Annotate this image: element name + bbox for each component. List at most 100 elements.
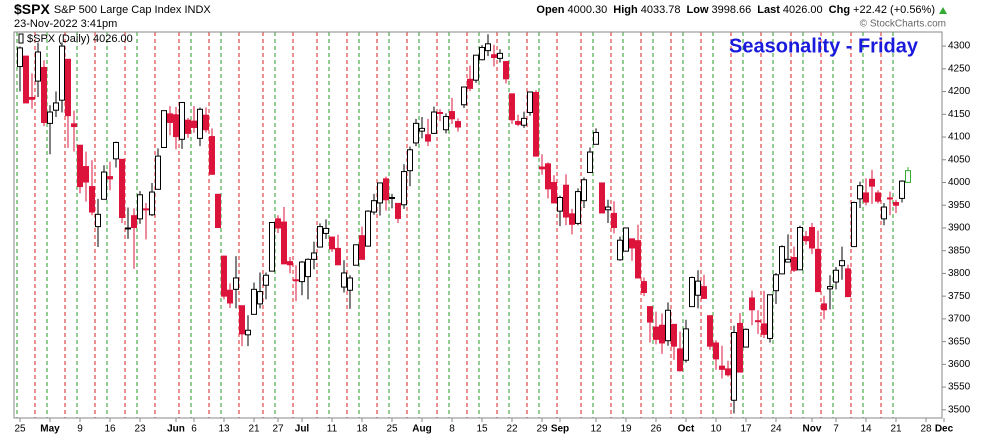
candle-body	[233, 277, 239, 290]
candle-body	[311, 252, 317, 260]
candle-body	[431, 111, 437, 134]
y-tick-label: 3900	[948, 223, 971, 234]
open: 4000.30	[568, 4, 608, 16]
x-tick-label: Sep	[551, 424, 569, 435]
candle-body	[647, 306, 653, 323]
candle-body	[341, 272, 347, 288]
candle-body	[905, 170, 911, 183]
candle-body	[317, 226, 323, 248]
candle-body	[185, 119, 191, 134]
candle-body	[761, 323, 767, 335]
x-tick-label: May	[40, 424, 60, 435]
candle-body	[125, 227, 131, 230]
timestamp: 23-Nov-2022 3:41pm	[14, 18, 117, 30]
candle-body	[587, 151, 593, 173]
candle-body	[689, 277, 695, 308]
last: 4026.00	[783, 4, 823, 16]
symbol-name: S&P 500 Large Cap Index INDX	[54, 4, 212, 16]
candle-body	[887, 197, 893, 200]
candle-body	[437, 111, 443, 114]
candle-body	[227, 289, 233, 304]
candle-body	[539, 166, 545, 170]
candle-body	[593, 131, 599, 145]
candle-body	[449, 111, 455, 120]
y-tick-label: 3650	[948, 336, 971, 347]
x-tick-label: 14	[860, 424, 872, 435]
candle-body	[491, 54, 497, 58]
candle-body	[767, 294, 773, 339]
candle-body	[797, 227, 803, 271]
candle-body	[353, 244, 359, 266]
x-tick-label: 25	[386, 424, 398, 435]
candle-body	[791, 257, 797, 271]
candle-body	[323, 227, 329, 234]
candle-body	[173, 114, 179, 138]
candle-body	[407, 149, 413, 172]
candle-body	[713, 342, 719, 360]
open-label: Open	[536, 4, 564, 16]
y-tick-label: 3750	[948, 291, 971, 302]
candle-body	[419, 127, 425, 132]
candle-body	[401, 171, 407, 206]
candle-body	[755, 320, 761, 323]
x-tick-label: 23	[134, 424, 146, 435]
candle-body	[107, 176, 113, 180]
candle-body	[863, 192, 869, 203]
candle-body	[665, 309, 671, 342]
x-tick-label: 15	[476, 424, 488, 435]
candle-body	[137, 194, 143, 220]
candle-body	[71, 123, 77, 128]
candle-body	[377, 182, 383, 204]
candle-body	[365, 210, 371, 247]
y-tick-label: 3550	[948, 382, 971, 393]
candle-body	[743, 328, 749, 348]
y-tick-label: 4250	[948, 63, 971, 74]
candle-body	[83, 166, 89, 183]
candle-body	[563, 184, 569, 218]
x-tick-label: Jul	[295, 424, 310, 435]
candle-body	[851, 201, 857, 248]
x-tick-label: 21	[890, 424, 902, 435]
chg: +22.42 (+0.56%)	[853, 4, 935, 16]
candle-body	[509, 93, 515, 121]
candle-body	[869, 178, 875, 187]
candle-body	[149, 191, 155, 216]
candle-body	[191, 120, 197, 128]
candle-body	[515, 121, 521, 125]
candle-body	[389, 196, 395, 199]
candle-body	[443, 116, 449, 131]
candle-body	[521, 117, 527, 126]
candle-body	[425, 134, 431, 142]
x-tick-label: 22	[506, 424, 518, 435]
up-arrow	[939, 7, 947, 14]
candle-body	[59, 45, 65, 101]
x-tick-label: Jun	[167, 424, 185, 435]
candle-body	[209, 136, 215, 175]
candle-body	[305, 258, 311, 278]
candle-body	[359, 235, 365, 260]
candle-body	[785, 258, 791, 263]
low-label: Low	[687, 4, 709, 16]
x-tick-label: Dec	[935, 424, 954, 435]
x-tick-label: 26	[650, 424, 662, 435]
high: 4033.78	[641, 4, 681, 16]
candle-body	[731, 332, 737, 401]
x-tick-label: 9	[77, 424, 83, 435]
candle-body	[329, 236, 335, 250]
candle-body	[299, 261, 305, 283]
candle-body	[701, 286, 707, 299]
y-tick-label: 4300	[948, 41, 971, 52]
candle-body	[527, 91, 533, 113]
candle-body	[857, 185, 863, 200]
candle-body	[827, 286, 833, 290]
x-tick-label: 18	[356, 424, 368, 435]
candle-body	[203, 114, 209, 131]
candle-body	[257, 291, 263, 305]
candle-body	[275, 218, 281, 229]
candle-body	[143, 208, 149, 211]
candle-body	[737, 322, 743, 373]
candle-body	[551, 181, 557, 204]
candle-body	[635, 240, 641, 279]
